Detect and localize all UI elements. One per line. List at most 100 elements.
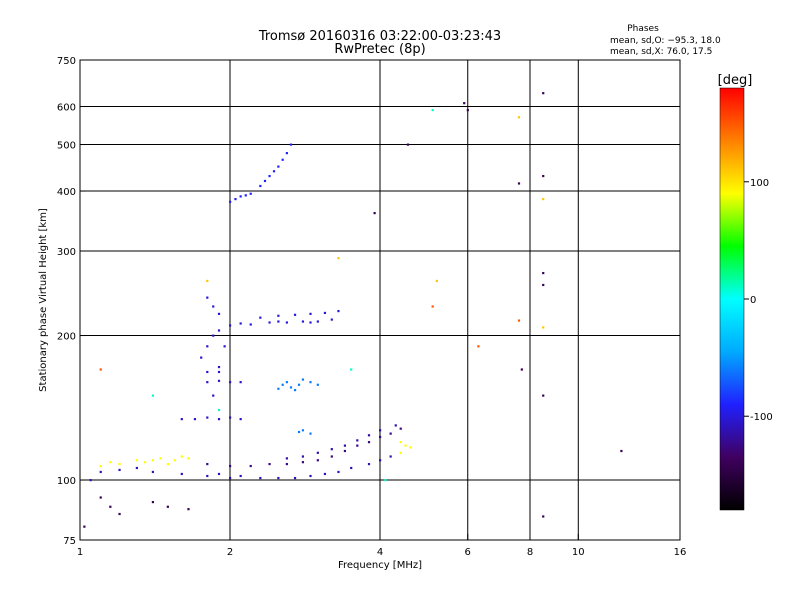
data-point — [406, 143, 410, 146]
data-point — [316, 451, 319, 454]
data-point — [281, 158, 284, 161]
x-axis-label: Frequency [MHz] — [338, 560, 422, 571]
data-point — [330, 318, 333, 321]
data-point — [542, 174, 545, 178]
data-point — [135, 466, 138, 470]
ticks-layer: 1 2 4 6 8 10 16 75 100 200 300 400 500 600 750 — [57, 56, 686, 558]
data-point — [309, 474, 312, 478]
data-point — [293, 313, 297, 316]
data-point — [118, 512, 121, 516]
data-point — [620, 449, 623, 453]
data-point — [367, 434, 371, 437]
data-point — [301, 320, 305, 323]
data-point — [109, 505, 112, 508]
data-point — [151, 470, 155, 474]
data-point — [399, 441, 402, 444]
data-point — [206, 462, 209, 466]
data-point — [229, 476, 232, 480]
data-point — [206, 416, 209, 419]
y-tick-label: 75 — [63, 536, 76, 547]
data-point — [367, 462, 371, 466]
data-point — [431, 109, 434, 112]
data-point — [135, 459, 138, 462]
data-point — [367, 441, 371, 444]
x-tick-label: 10 — [572, 547, 585, 558]
data-point — [477, 345, 480, 348]
data-point — [217, 365, 221, 369]
data-point — [151, 459, 155, 462]
data-point — [200, 356, 203, 359]
data-point — [356, 439, 359, 442]
data-point — [289, 386, 293, 389]
data-point — [323, 472, 327, 476]
data-point — [309, 381, 312, 384]
data-point — [542, 283, 545, 287]
data-point — [301, 429, 305, 432]
data-point — [229, 464, 232, 468]
chart-title: Tromsø 20160316 03:22:00-03:23:43 — [258, 29, 501, 44]
data-point — [285, 321, 288, 324]
data-point — [517, 116, 521, 119]
data-point — [229, 324, 232, 327]
data-point — [187, 508, 190, 511]
data-point — [159, 457, 162, 460]
data-point — [151, 500, 155, 504]
data-point — [217, 408, 221, 412]
data-point — [180, 472, 183, 476]
data-point — [212, 305, 215, 308]
data-point — [285, 152, 288, 155]
y-tick-label: 300 — [57, 247, 76, 258]
data-point — [151, 394, 155, 397]
data-point — [399, 427, 402, 430]
data-point — [337, 257, 340, 260]
colorbar — [719, 87, 745, 511]
data-point — [350, 368, 353, 371]
data-point — [229, 200, 232, 203]
x-tick-label: 4 — [377, 547, 383, 558]
data-point — [109, 461, 112, 464]
data-point — [217, 379, 221, 382]
data-point — [118, 468, 121, 472]
data-point — [517, 182, 521, 185]
data-point — [206, 345, 209, 348]
y-axis-label: Stationary phase Virtual Height [km] — [38, 208, 49, 392]
data-point — [217, 312, 221, 315]
data-point — [289, 143, 293, 146]
data-point — [239, 322, 242, 325]
data-point — [268, 321, 271, 324]
data-point — [234, 198, 237, 201]
data-point — [542, 394, 545, 397]
data-point — [281, 383, 284, 386]
colorbar-label: [deg] — [718, 73, 753, 88]
data-point — [542, 515, 545, 518]
data-point — [180, 455, 183, 458]
data-point — [206, 370, 209, 374]
data-point — [297, 383, 301, 386]
data-point — [394, 424, 397, 427]
data-point — [323, 311, 327, 315]
data-point — [212, 394, 215, 397]
data-point — [384, 479, 387, 482]
data-point — [309, 321, 312, 324]
x-tick-label: 6 — [465, 547, 471, 558]
data-point — [166, 462, 169, 466]
data-point — [435, 279, 438, 283]
data-point — [277, 387, 280, 390]
data-point — [217, 329, 221, 332]
data-point — [212, 334, 215, 337]
data-point — [330, 455, 333, 458]
data-point — [316, 383, 319, 386]
data-point — [466, 109, 469, 112]
data-point — [193, 418, 197, 421]
data-point — [404, 444, 407, 447]
data-point — [542, 326, 545, 329]
data-point — [301, 455, 305, 458]
data-point — [277, 476, 280, 480]
x-tick-label: 8 — [527, 547, 533, 558]
data-point — [277, 320, 280, 323]
data-point — [277, 165, 280, 168]
data-point — [239, 474, 242, 478]
data-point — [206, 381, 209, 384]
data-point — [379, 459, 382, 462]
data-point — [180, 418, 183, 421]
